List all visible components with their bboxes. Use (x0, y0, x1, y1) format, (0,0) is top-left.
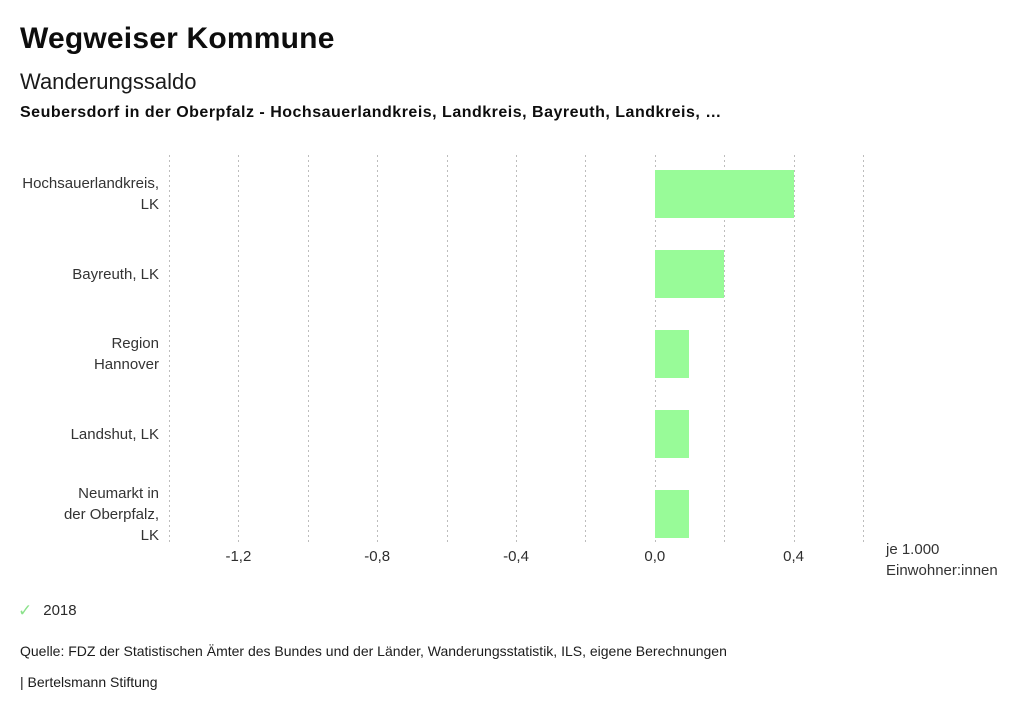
x-axis-unit-label: je 1.000 Einwohner:innen (886, 539, 998, 581)
check-icon: ✓ (18, 601, 33, 620)
x-tick-label: 0,0 (644, 548, 666, 565)
source-note: Quelle: FDZ der Statistischen Ämter des … (20, 643, 727, 659)
x-tick-label: 0,4 (783, 548, 805, 565)
category-label-hochsauerlandkreis-lk: Hochsauerlandkreis, LK (22, 175, 159, 213)
gridline (238, 155, 240, 544)
x-axis-unit-line2: Einwohner:innen (886, 562, 998, 579)
chart-subtitle: Seubersdorf in der Oberpfalz - Hochsauer… (20, 104, 722, 121)
x-tick-label: -0,8 (364, 548, 391, 565)
legend-label: 2018 (43, 602, 77, 619)
bar-neumarkt-in-der-oberpfalz-lk[interactable] (654, 490, 690, 538)
gridline (585, 155, 587, 544)
gridline (793, 155, 795, 544)
plot-area (169, 154, 864, 544)
gridline (724, 155, 726, 544)
category-label-neumarkt-in-der-oberpfalz-lk: Neumarkt in der Oberpfalz, LK (63, 484, 159, 544)
category-label-landshut-lk: Landshut, LK (70, 425, 159, 443)
gridline (446, 155, 448, 544)
x-tick-label: -0,4 (503, 548, 529, 565)
attribution: | Bertelsmann Stiftung (20, 674, 158, 690)
x-tick-label: -1,2 (225, 548, 252, 565)
category-label-bayreuth-lk: Bayreuth, LK (72, 265, 159, 283)
chart-title: Wanderungssaldo (20, 69, 197, 94)
legend-item-2018[interactable]: ✓ 2018 (18, 602, 77, 619)
gridline (377, 155, 379, 544)
gridline (516, 155, 517, 544)
bar-region-hannover[interactable] (654, 330, 690, 378)
bar-bayreuth-lk[interactable] (654, 250, 725, 298)
bar-landshut-lk[interactable] (654, 410, 690, 458)
x-axis-unit-line1: je 1.000 (886, 541, 940, 558)
gridline (863, 155, 864, 544)
page-title: Wegweiser Kommune (20, 22, 335, 55)
gridline (307, 155, 309, 544)
category-label-region-hannover: Region Hannover (93, 335, 159, 373)
gridline (169, 155, 170, 544)
bar-hochsauerlandkreis-lk[interactable] (654, 170, 794, 218)
